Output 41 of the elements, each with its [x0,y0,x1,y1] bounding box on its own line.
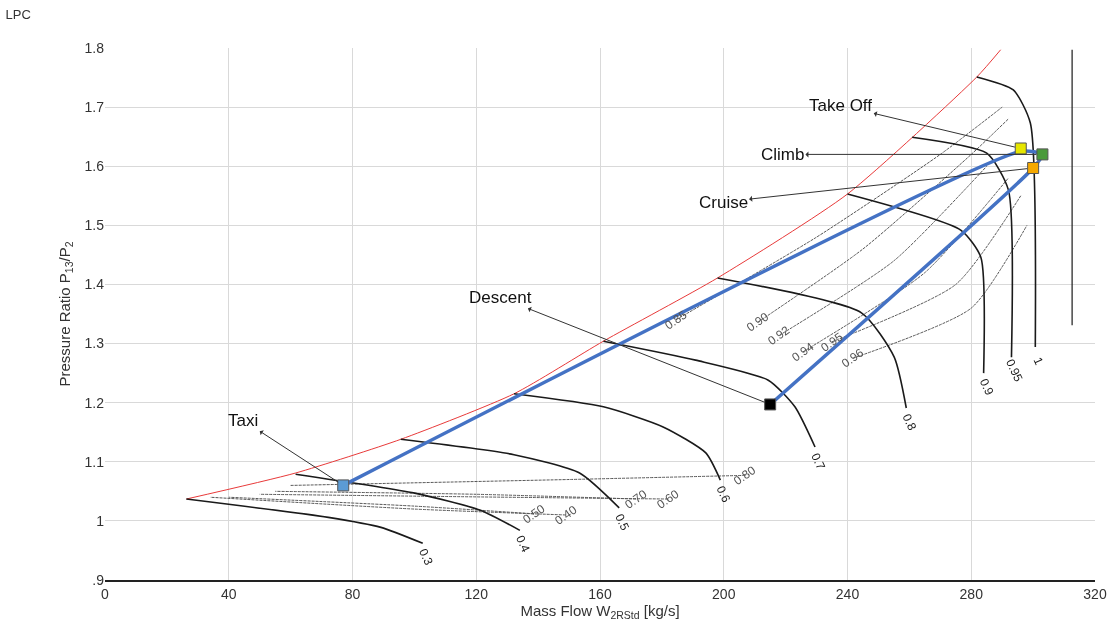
text: 0.50 [520,501,548,527]
text: 1 [1030,355,1047,368]
y-tick-label: 1.4 [84,276,105,293]
y-tick-label: 1.1 [84,453,105,470]
text: 0.6 [713,483,734,505]
text: Taxi [228,411,259,430]
x-tick-label: 0 [101,585,110,602]
y-tick-label: .9 [92,571,105,588]
text: 0.95 [1002,356,1026,385]
text: 0.9 [976,376,997,398]
x-tick-label: 160 [588,585,612,602]
y-tick-label: 1.8 [84,39,105,56]
y-tick-label: 1 [96,512,105,529]
text: Descent [469,288,532,307]
text: 0.40 [552,502,580,528]
text: 0.4 [513,533,533,555]
text: 0.5 [612,511,633,533]
x-tick-label: 280 [959,585,984,602]
chart-title: LPC [5,6,31,22]
x-tick-label: 40 [220,585,237,602]
y-tick-label: 1.7 [84,99,105,116]
text: 0.7 [808,450,829,473]
x-tick-label: 320 [1083,585,1107,602]
x-tick-label: 240 [835,585,860,602]
y-tick-label: 1.2 [84,394,105,411]
text: Climb [761,145,805,164]
text: 0.3 [416,546,436,568]
x-tick-label: 200 [712,585,736,602]
y-tick-label: 1.6 [84,158,105,175]
text: 0.70 [622,486,650,512]
y-tick-label: 1.3 [84,335,105,352]
text: Cruise [699,193,749,212]
text: Take Off [809,96,873,115]
text: 0.85 [662,307,690,333]
x-tick-label: 80 [344,585,361,602]
text: 0.60 [654,486,682,512]
y-tick-label: 1.5 [84,217,105,234]
text: 0.80 [731,462,759,488]
text: 0.8 [899,411,920,433]
x-axis-title: Mass Flow W$_{2RStd}$ [kg/s] [520,601,680,621]
x-tick-label: 120 [464,585,489,602]
